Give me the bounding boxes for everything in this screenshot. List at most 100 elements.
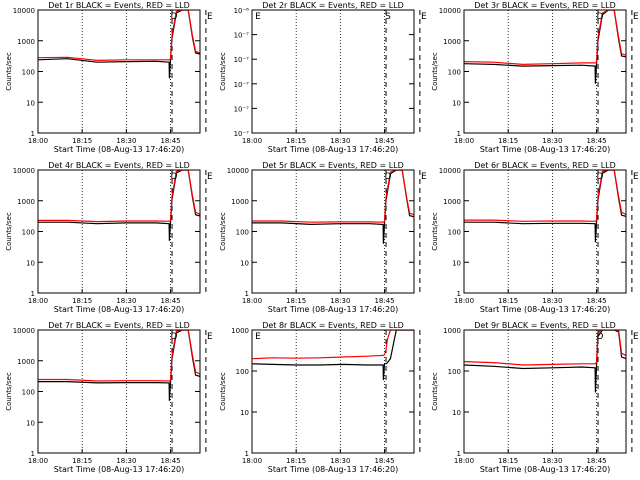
y-tick-label: 1000 bbox=[17, 358, 35, 366]
y-axis-label: Counts/sec bbox=[5, 212, 13, 251]
axis-frame bbox=[251, 9, 415, 134]
x-tick-label: 18:45 bbox=[586, 297, 606, 305]
y-tick-label: 10000 bbox=[13, 7, 35, 15]
y-tick-label: 100 bbox=[448, 229, 461, 237]
x-tick-label: 18:30 bbox=[116, 137, 136, 145]
series-lld bbox=[464, 330, 626, 366]
x-tick-label: 18:45 bbox=[374, 297, 394, 305]
y-tick-label: 100 bbox=[236, 229, 249, 237]
x-tick-label: 18:15 bbox=[72, 297, 92, 305]
marker-letter: E bbox=[421, 172, 427, 182]
series-group bbox=[252, 170, 414, 244]
y-tick-label: 1 bbox=[457, 130, 461, 138]
y-tick-label: 10⁻⁷ bbox=[234, 81, 250, 89]
y-tick-label: 1000 bbox=[443, 327, 461, 335]
y-axis-label: Counts/sec bbox=[431, 372, 439, 411]
axis-frame bbox=[463, 169, 627, 294]
axis-frame bbox=[37, 9, 201, 134]
marker-letter: D bbox=[171, 172, 178, 182]
panel-title: Det 6r BLACK = Events, RED = LLD bbox=[474, 161, 616, 170]
marker-letter: D bbox=[597, 332, 604, 342]
x-axis-label: Start Time (08-Aug-13 17:46:20) bbox=[480, 465, 611, 474]
y-axis-label: Counts/sec bbox=[219, 372, 227, 411]
y-tick-label: 100 bbox=[22, 69, 35, 77]
panel-det-7: Det 7r BLACK = Events, RED = LLD D E 1 10 100… bbox=[5, 321, 213, 474]
panel-title: Det 4r BLACK = Events, RED = LLD bbox=[48, 161, 190, 170]
series-events bbox=[464, 330, 626, 393]
y-tick-label: 100 bbox=[236, 368, 249, 376]
y-tick-label: 10 bbox=[26, 99, 35, 107]
panel-det-3: Det 3r BLACK = Events, RED = LLD D E 1 10 100… bbox=[431, 1, 639, 154]
x-tick-label: 18:00 bbox=[242, 137, 262, 145]
x-tick-label: 18:30 bbox=[330, 297, 350, 305]
x-tick-label: 18:15 bbox=[286, 297, 306, 305]
marker-letter: D bbox=[385, 172, 392, 182]
y-tick-label: 10⁻⁷ bbox=[234, 56, 250, 64]
panel-det-6: Det 6r BLACK = Events, RED = LLD D E 1 10 100… bbox=[431, 161, 639, 314]
y-tick-label: 10000 bbox=[227, 167, 249, 175]
x-tick-label: 18:45 bbox=[160, 137, 180, 145]
y-tick-label: 10 bbox=[240, 259, 249, 267]
x-axis-label: Start Time (08-Aug-13 17:46:20) bbox=[54, 305, 185, 314]
y-tick-label: 100 bbox=[448, 368, 461, 376]
y-axis-label: Counts/sec bbox=[5, 52, 13, 91]
y-tick-label: 1000 bbox=[443, 38, 461, 46]
panel-title: Det 3r BLACK = Events, RED = LLD bbox=[474, 1, 616, 10]
x-tick-label: 18:00 bbox=[28, 137, 48, 145]
series-group bbox=[38, 170, 200, 241]
x-tick-label: 18:00 bbox=[454, 137, 474, 145]
panel-title: Det 1r BLACK = Events, RED = LLD bbox=[48, 1, 190, 10]
x-tick-label: 18:30 bbox=[542, 297, 562, 305]
y-tick-label: 10000 bbox=[13, 327, 35, 335]
marker-letter: D bbox=[171, 12, 178, 22]
x-tick-label: 18:00 bbox=[454, 457, 474, 465]
y-axis-label: Counts/sec bbox=[219, 212, 227, 251]
axis-frame bbox=[463, 329, 627, 454]
series-group bbox=[464, 170, 626, 243]
axis-frame bbox=[37, 169, 201, 294]
y-tick-label: 1000 bbox=[231, 327, 249, 335]
marker-letter: E bbox=[633, 332, 639, 342]
y-tick-label: 10000 bbox=[439, 167, 461, 175]
x-axis-label: Start Time (08-Aug-13 17:46:20) bbox=[480, 145, 611, 154]
y-tick-label: 1 bbox=[245, 450, 249, 458]
panel-title: Det 7r BLACK = Events, RED = LLD bbox=[48, 321, 190, 330]
y-axis-label: Counts/sec bbox=[431, 52, 439, 91]
series-lld bbox=[252, 330, 414, 360]
panel-title: Det 8r BLACK = Events, RED = LLD bbox=[262, 321, 404, 330]
y-tick-label: 10⁻⁷ bbox=[234, 105, 250, 113]
panel-det-5: Det 5r BLACK = Events, RED = LLD D E 1 10 100… bbox=[219, 161, 427, 314]
x-tick-label: 18:30 bbox=[116, 297, 136, 305]
axis-frame bbox=[37, 329, 201, 454]
x-axis-label: Start Time (08-Aug-13 17:46:20) bbox=[268, 305, 399, 314]
y-tick-label: 1 bbox=[245, 290, 249, 298]
panel-det-4: Det 4r BLACK = Events, RED = LLD D E 1 10 100… bbox=[5, 161, 213, 314]
x-tick-label: 18:15 bbox=[286, 457, 306, 465]
series-lld bbox=[252, 170, 414, 223]
series-lld bbox=[38, 10, 200, 62]
y-tick-label: 10000 bbox=[439, 7, 461, 15]
x-tick-label: 18:15 bbox=[72, 137, 92, 145]
marker-letter: D bbox=[171, 332, 178, 342]
series-lld bbox=[38, 330, 200, 382]
x-tick-label: 18:00 bbox=[454, 297, 474, 305]
y-tick-label: 10 bbox=[452, 259, 461, 267]
y-tick-label: 1 bbox=[31, 450, 35, 458]
y-tick-label: 1 bbox=[31, 290, 35, 298]
axis-frame bbox=[251, 329, 415, 454]
x-tick-label: 18:15 bbox=[498, 137, 518, 145]
x-tick-label: 18:45 bbox=[586, 137, 606, 145]
marker-letter: E bbox=[207, 172, 213, 182]
x-tick-label: 18:45 bbox=[586, 457, 606, 465]
x-tick-label: 18:30 bbox=[330, 457, 350, 465]
x-axis-label: Start Time (08-Aug-13 17:46:20) bbox=[54, 465, 185, 474]
series-group bbox=[464, 10, 626, 84]
series-group bbox=[38, 330, 200, 401]
y-tick-label: 10 bbox=[452, 99, 461, 107]
series-lld bbox=[464, 10, 626, 66]
marker-letter: E bbox=[255, 12, 261, 22]
y-tick-label: 10 bbox=[26, 419, 35, 427]
x-tick-label: 18:30 bbox=[116, 457, 136, 465]
